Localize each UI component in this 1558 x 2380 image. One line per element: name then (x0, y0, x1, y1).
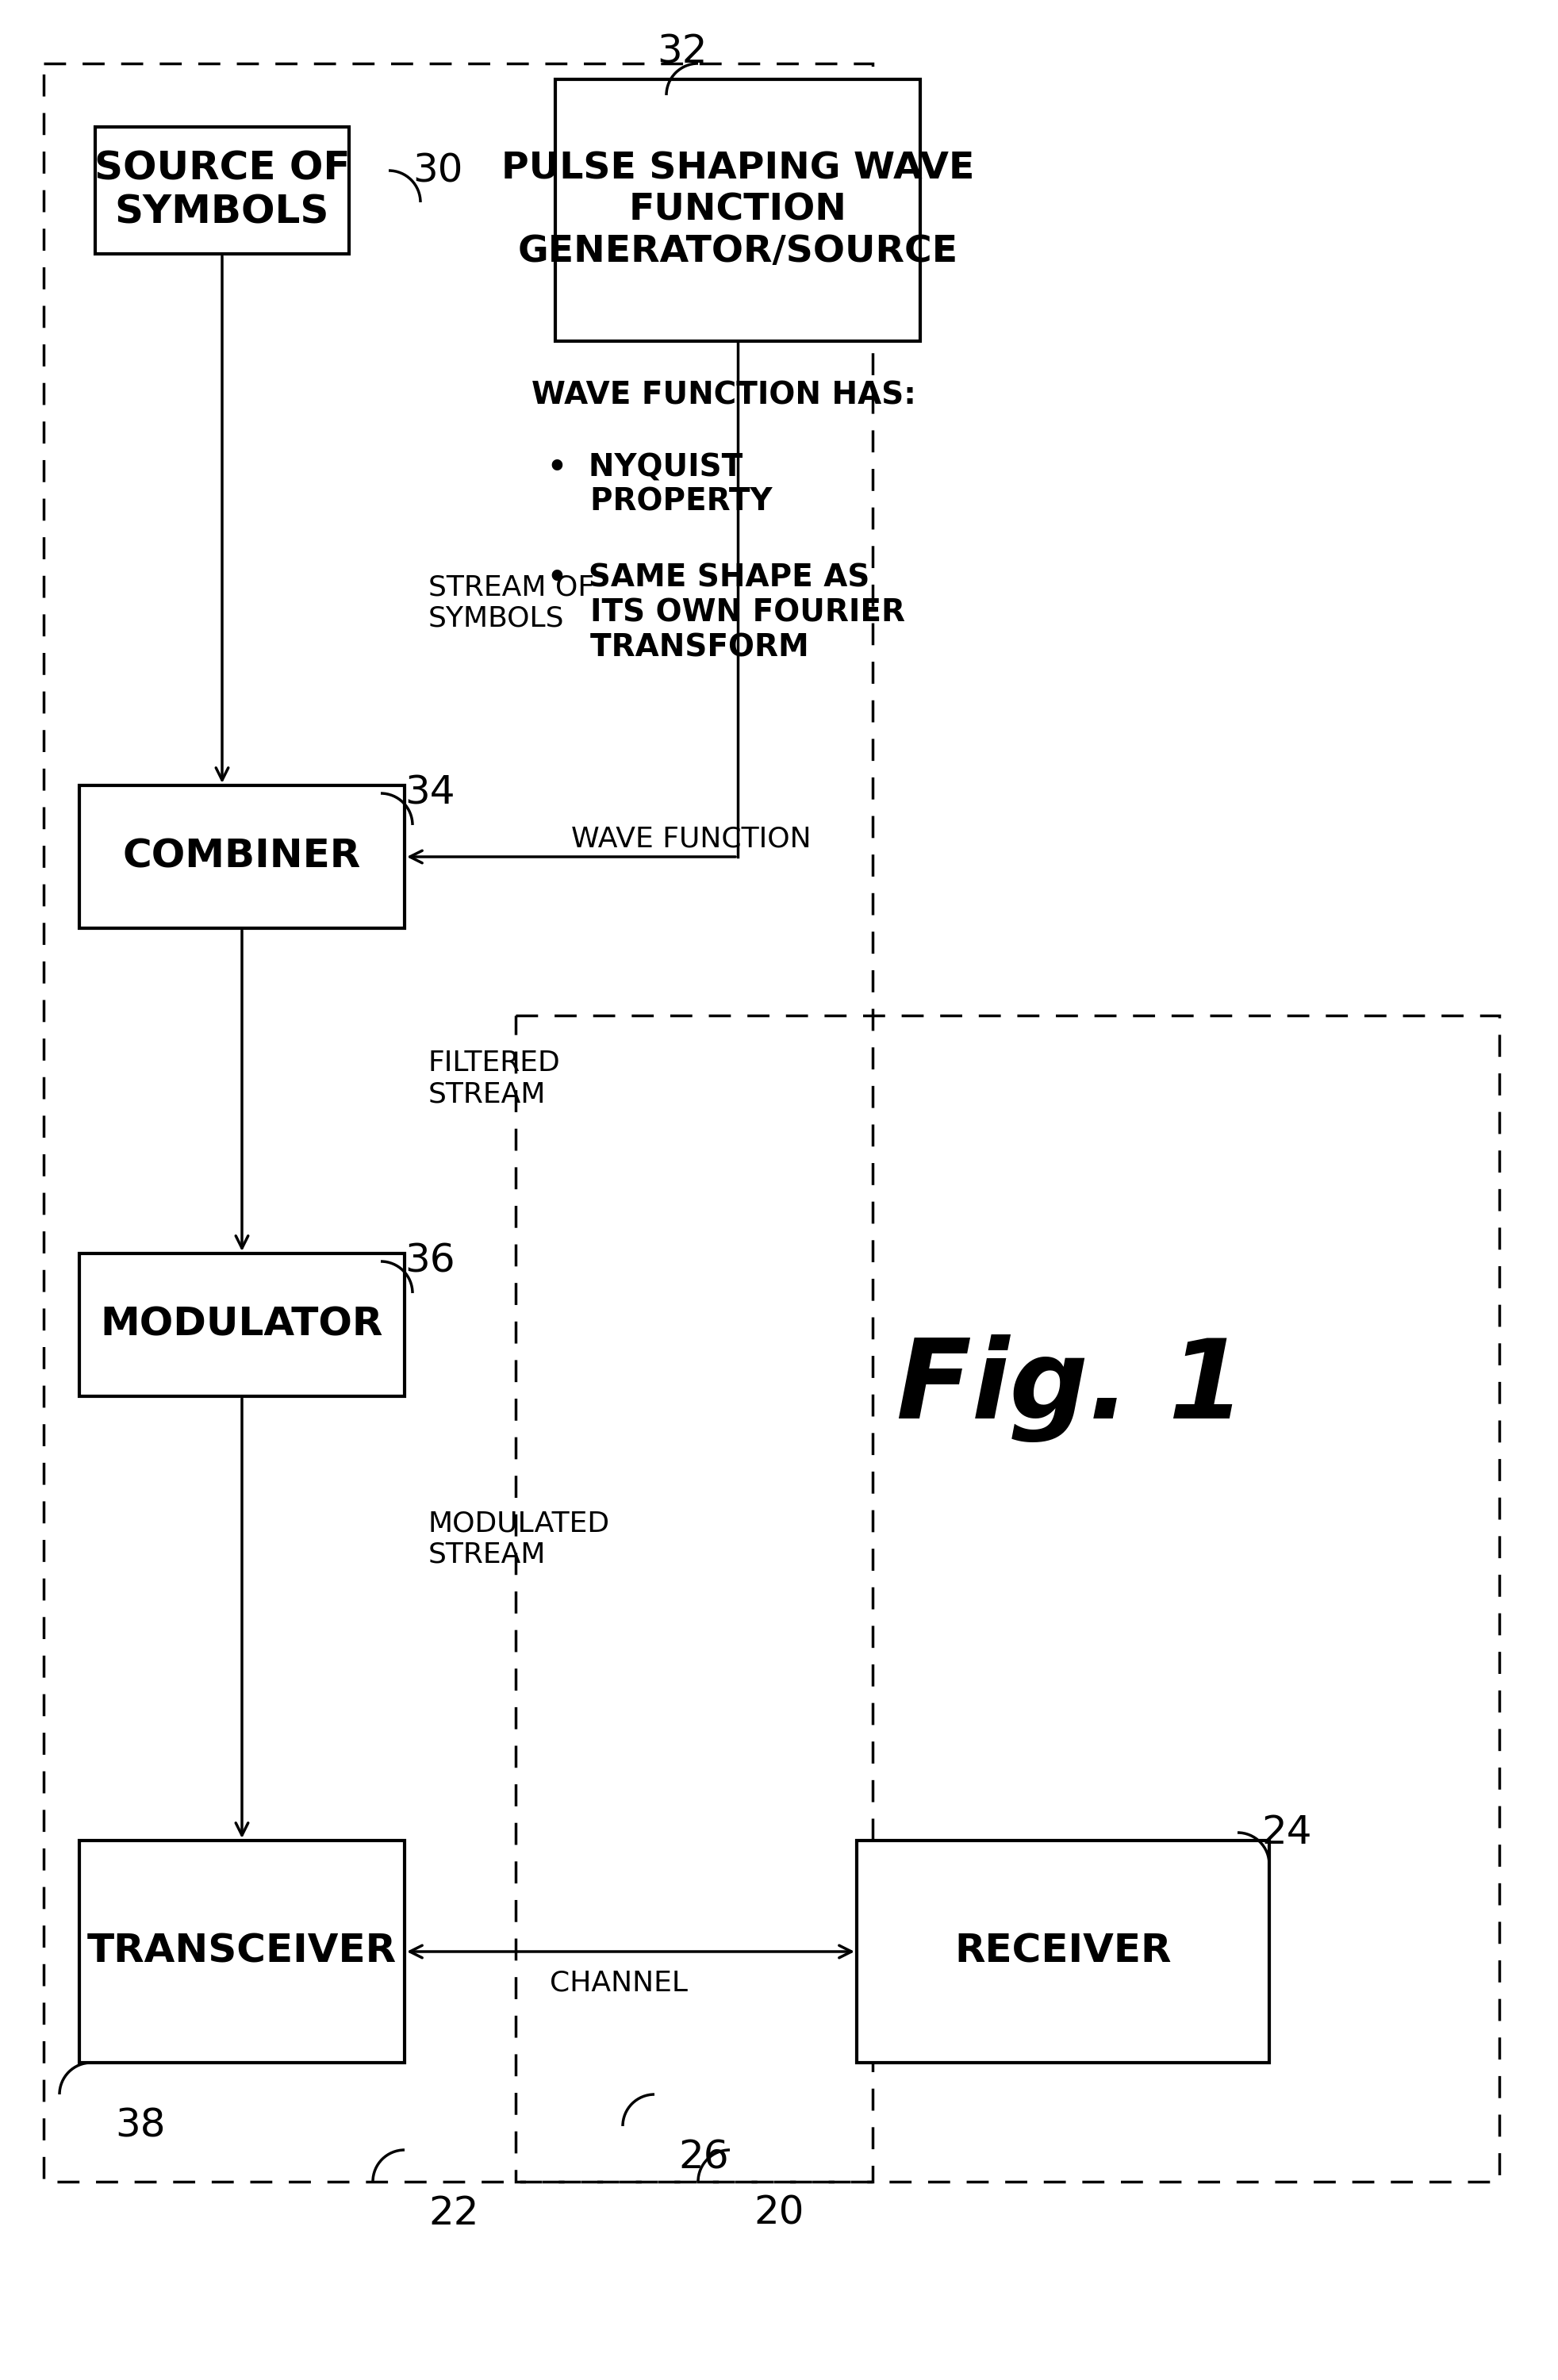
Text: 22: 22 (428, 2194, 478, 2232)
Text: 38: 38 (115, 2106, 165, 2144)
Text: •  SAME SHAPE AS
    ITS OWN FOURIER
    TRANSFORM: • SAME SHAPE AS ITS OWN FOURIER TRANSFOR… (547, 564, 905, 664)
Text: MODULATOR: MODULATOR (101, 1307, 383, 1345)
Text: WAVE FUNCTION HAS:: WAVE FUNCTION HAS: (531, 381, 916, 412)
Text: 24: 24 (1262, 1814, 1312, 1852)
Text: TRANSCEIVER: TRANSCEIVER (87, 1933, 397, 1971)
Bar (857, 1840, 1270, 2063)
Bar (516, 1016, 1499, 2182)
Text: 32: 32 (657, 33, 707, 71)
Bar (79, 785, 405, 928)
Text: 26: 26 (678, 2140, 729, 2178)
Text: 30: 30 (413, 152, 463, 190)
Bar (555, 79, 921, 340)
Bar (95, 126, 349, 255)
Bar (79, 1840, 405, 2063)
Text: 20: 20 (754, 2194, 804, 2232)
Bar (44, 64, 872, 2182)
Text: •  NYQUIST
    PROPERTY: • NYQUIST PROPERTY (547, 452, 773, 516)
Text: CHANNEL: CHANNEL (550, 1971, 687, 1997)
Text: MODULATED
STREAM: MODULATED STREAM (428, 1509, 611, 1568)
Text: FILTERED
STREAM: FILTERED STREAM (428, 1050, 561, 1109)
Text: STREAM OF
SYMBOLS: STREAM OF SYMBOLS (428, 574, 594, 633)
Text: WAVE FUNCTION: WAVE FUNCTION (572, 826, 812, 852)
Text: 36: 36 (405, 1242, 455, 1280)
Text: 34: 34 (405, 774, 455, 812)
Text: Fig. 1: Fig. 1 (896, 1335, 1245, 1442)
Text: RECEIVER: RECEIVER (955, 1933, 1172, 1971)
Text: PULSE SHAPING WAVE
FUNCTION
GENERATOR/SOURCE: PULSE SHAPING WAVE FUNCTION GENERATOR/SO… (502, 152, 974, 269)
Bar (79, 1254, 405, 1397)
Text: COMBINER: COMBINER (123, 838, 361, 876)
Text: SOURCE OF
SYMBOLS: SOURCE OF SYMBOLS (93, 150, 351, 231)
